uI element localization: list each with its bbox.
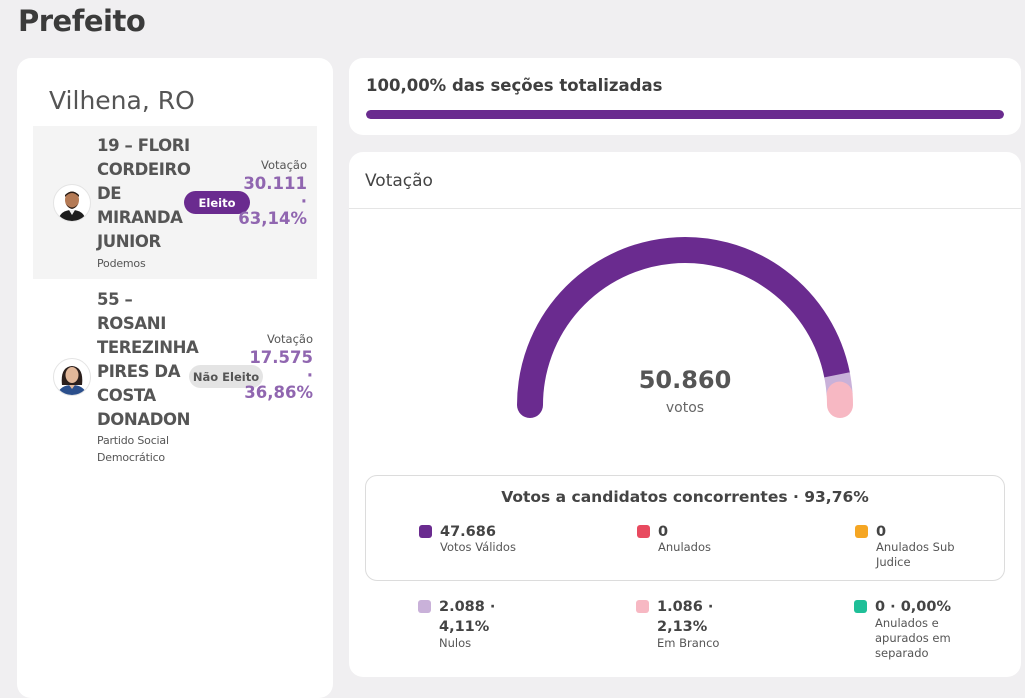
total-votes: 50.860 — [585, 366, 785, 394]
candidate-votes: Votação 17.575 · 36,86% — [244, 332, 313, 405]
concorrentes-box: Votos a candidatos concorrentes · 93,76%… — [365, 475, 1005, 581]
candidate-row-rosani[interactable]: 55 – ROSANI TEREZINHA PIRES DA COSTA DON… — [33, 280, 317, 470]
candidate-party: Partido Social Democrático — [97, 432, 197, 466]
swatch — [636, 600, 649, 613]
progress-card: 100,00% das seções totalizadas — [349, 58, 1021, 135]
progress-bar — [366, 110, 1004, 119]
total-votes-caption: votos — [585, 400, 785, 416]
woman-avatar-icon — [53, 358, 91, 396]
candidate-name: 55 – ROSANI TEREZINHA PIRES DA COSTA DON… — [97, 288, 193, 432]
candidate-party: Podemos — [97, 255, 197, 272]
candidate-name: 19 – FLORI CORDEIRO DE MIRANDA JUNIOR — [97, 134, 193, 254]
concorrentes-title: Votos a candidatos concorrentes · 93,76% — [366, 488, 1004, 506]
candidate-row-flori[interactable]: 19 – FLORI CORDEIRO DE MIRANDA JUNIOR Po… — [33, 126, 317, 279]
progress-label: 100,00% das seções totalizadas — [366, 76, 662, 95]
swatch — [637, 525, 650, 538]
swatch — [855, 525, 868, 538]
swatch — [854, 600, 867, 613]
swatch — [419, 525, 432, 538]
city-title: Vilhena, RO — [49, 86, 195, 115]
candidates-card: Vilhena, RO 19 – FLORI CORDEIRO DE MIRAN… — [17, 58, 333, 698]
votacao-card: Votação 50.860 votos Votos a candidatos … — [349, 152, 1021, 677]
progress-bar-fill — [366, 110, 1004, 119]
candidate-votes: Votação 30.111 · 63,14% — [238, 158, 307, 231]
vote-gauge — [349, 152, 1021, 442]
page-title: Prefeito — [18, 4, 145, 38]
man-avatar-icon — [53, 184, 91, 222]
swatch — [418, 600, 431, 613]
